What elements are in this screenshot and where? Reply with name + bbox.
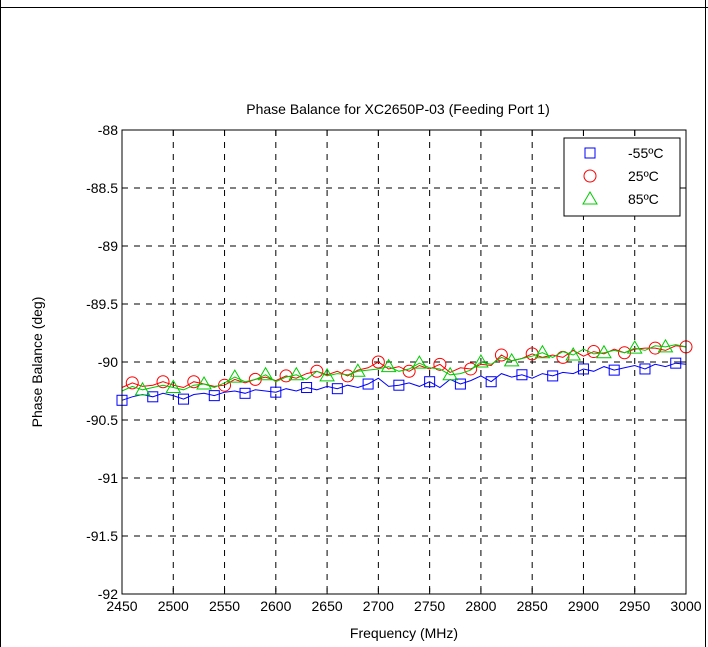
x-tick-label: 2850 — [517, 598, 548, 614]
data-point-marker — [239, 387, 251, 399]
data-point-marker — [626, 340, 643, 354]
y-tick-label: -89 — [98, 238, 118, 254]
y-axis-label: Phase Balance (deg) — [29, 297, 45, 428]
data-point-marker — [433, 357, 447, 371]
series-square — [116, 357, 687, 406]
data-point-marker — [473, 354, 489, 368]
data-point-marker — [310, 364, 324, 378]
data-point-marker — [288, 366, 305, 381]
data-point-marker — [639, 363, 651, 375]
data-point-marker — [134, 381, 151, 396]
x-tick-label: 2800 — [465, 598, 496, 614]
y-tick-label: -90 — [98, 354, 118, 370]
data-point-marker — [670, 357, 682, 369]
chart-title: Phase Balance for XC2650P-03 (Feeding Po… — [246, 101, 550, 117]
x-tick-label: 2550 — [209, 598, 240, 614]
data-point-marker — [196, 376, 212, 390]
legend-label: 85ºC — [628, 191, 659, 207]
data-point-marker — [331, 383, 343, 395]
data-point-marker — [547, 370, 559, 382]
data-point-marker — [608, 364, 620, 376]
data-point-marker — [226, 369, 243, 383]
data-point-marker — [147, 391, 159, 403]
axis-ticks — [121, 129, 687, 595]
data-point-marker — [485, 376, 497, 388]
legend: -55ºC 25ºC 85ºC — [563, 137, 681, 217]
data-point-marker — [657, 338, 674, 353]
data-point-marker — [156, 375, 170, 389]
data-point-marker — [270, 386, 282, 398]
data-point-marker — [442, 366, 459, 381]
data-point-marker — [165, 379, 182, 394]
data-point-marker — [503, 352, 520, 367]
y-tick-label: -88 — [98, 122, 118, 138]
data-point-marker — [534, 344, 551, 359]
data-point-marker — [424, 376, 436, 388]
data-point-marker — [301, 382, 313, 394]
data-point-marker — [402, 364, 416, 378]
legend-label: -55ºC — [628, 145, 663, 161]
data-point-marker — [393, 379, 405, 391]
data-point-marker — [516, 369, 528, 381]
y-tick-label: -90.5 — [86, 412, 118, 428]
x-tick-label: 2450 — [106, 598, 137, 614]
data-point-marker — [349, 363, 366, 377]
x-axis-tick-labels: 2450 2500 2550 2600 2650 2700 2750 2800 2850 2900… — [106, 598, 701, 614]
data-point-marker — [596, 344, 612, 359]
data-point-marker — [464, 362, 478, 376]
y-tick-label: -89.5 — [86, 296, 118, 312]
series-triangle — [121, 338, 687, 396]
y-axis-tick-labels: -88 -88.5 -89 -89.5 -90 -90.5 -91 -91.5 -92 — [86, 122, 118, 602]
data-point-marker — [454, 378, 466, 390]
x-tick-label: 2500 — [158, 598, 189, 614]
data-point-marker — [362, 378, 374, 390]
x-tick-label: 2750 — [414, 598, 445, 614]
x-axis-label: Frequency (MHz) — [350, 625, 458, 641]
data-point-marker — [371, 355, 385, 369]
data-point-marker — [494, 348, 508, 362]
series-line — [121, 344, 687, 392]
data-point-marker — [577, 363, 589, 375]
data-point-marker — [208, 390, 220, 402]
y-tick-label: -91 — [98, 470, 118, 486]
legend-marker-triangle — [582, 191, 598, 205]
x-tick-label: 2950 — [619, 598, 650, 614]
y-tick-label: -88.5 — [86, 180, 118, 196]
data-point-marker — [178, 393, 190, 405]
data-point-marker — [187, 375, 201, 389]
x-tick-label: 2700 — [363, 598, 394, 614]
data-point-marker — [125, 376, 139, 390]
x-tick-label: 2900 — [568, 598, 599, 614]
y-tick-label: -92 — [98, 586, 118, 602]
data-point-marker — [565, 347, 582, 361]
legend-label: 25ºC — [628, 168, 659, 184]
legend-marker-circle — [583, 169, 597, 183]
y-tick-label: -91.5 — [86, 528, 118, 544]
data-point-marker — [380, 358, 397, 373]
data-point-marker — [319, 367, 335, 382]
plot-series — [116, 338, 693, 406]
data-point-marker — [257, 366, 274, 381]
data-point-marker — [411, 355, 428, 369]
x-tick-label: 2600 — [260, 598, 291, 614]
x-tick-label: 2650 — [312, 598, 343, 614]
x-tick-label: 3000 — [670, 598, 701, 614]
legend-marker-square — [584, 147, 596, 159]
